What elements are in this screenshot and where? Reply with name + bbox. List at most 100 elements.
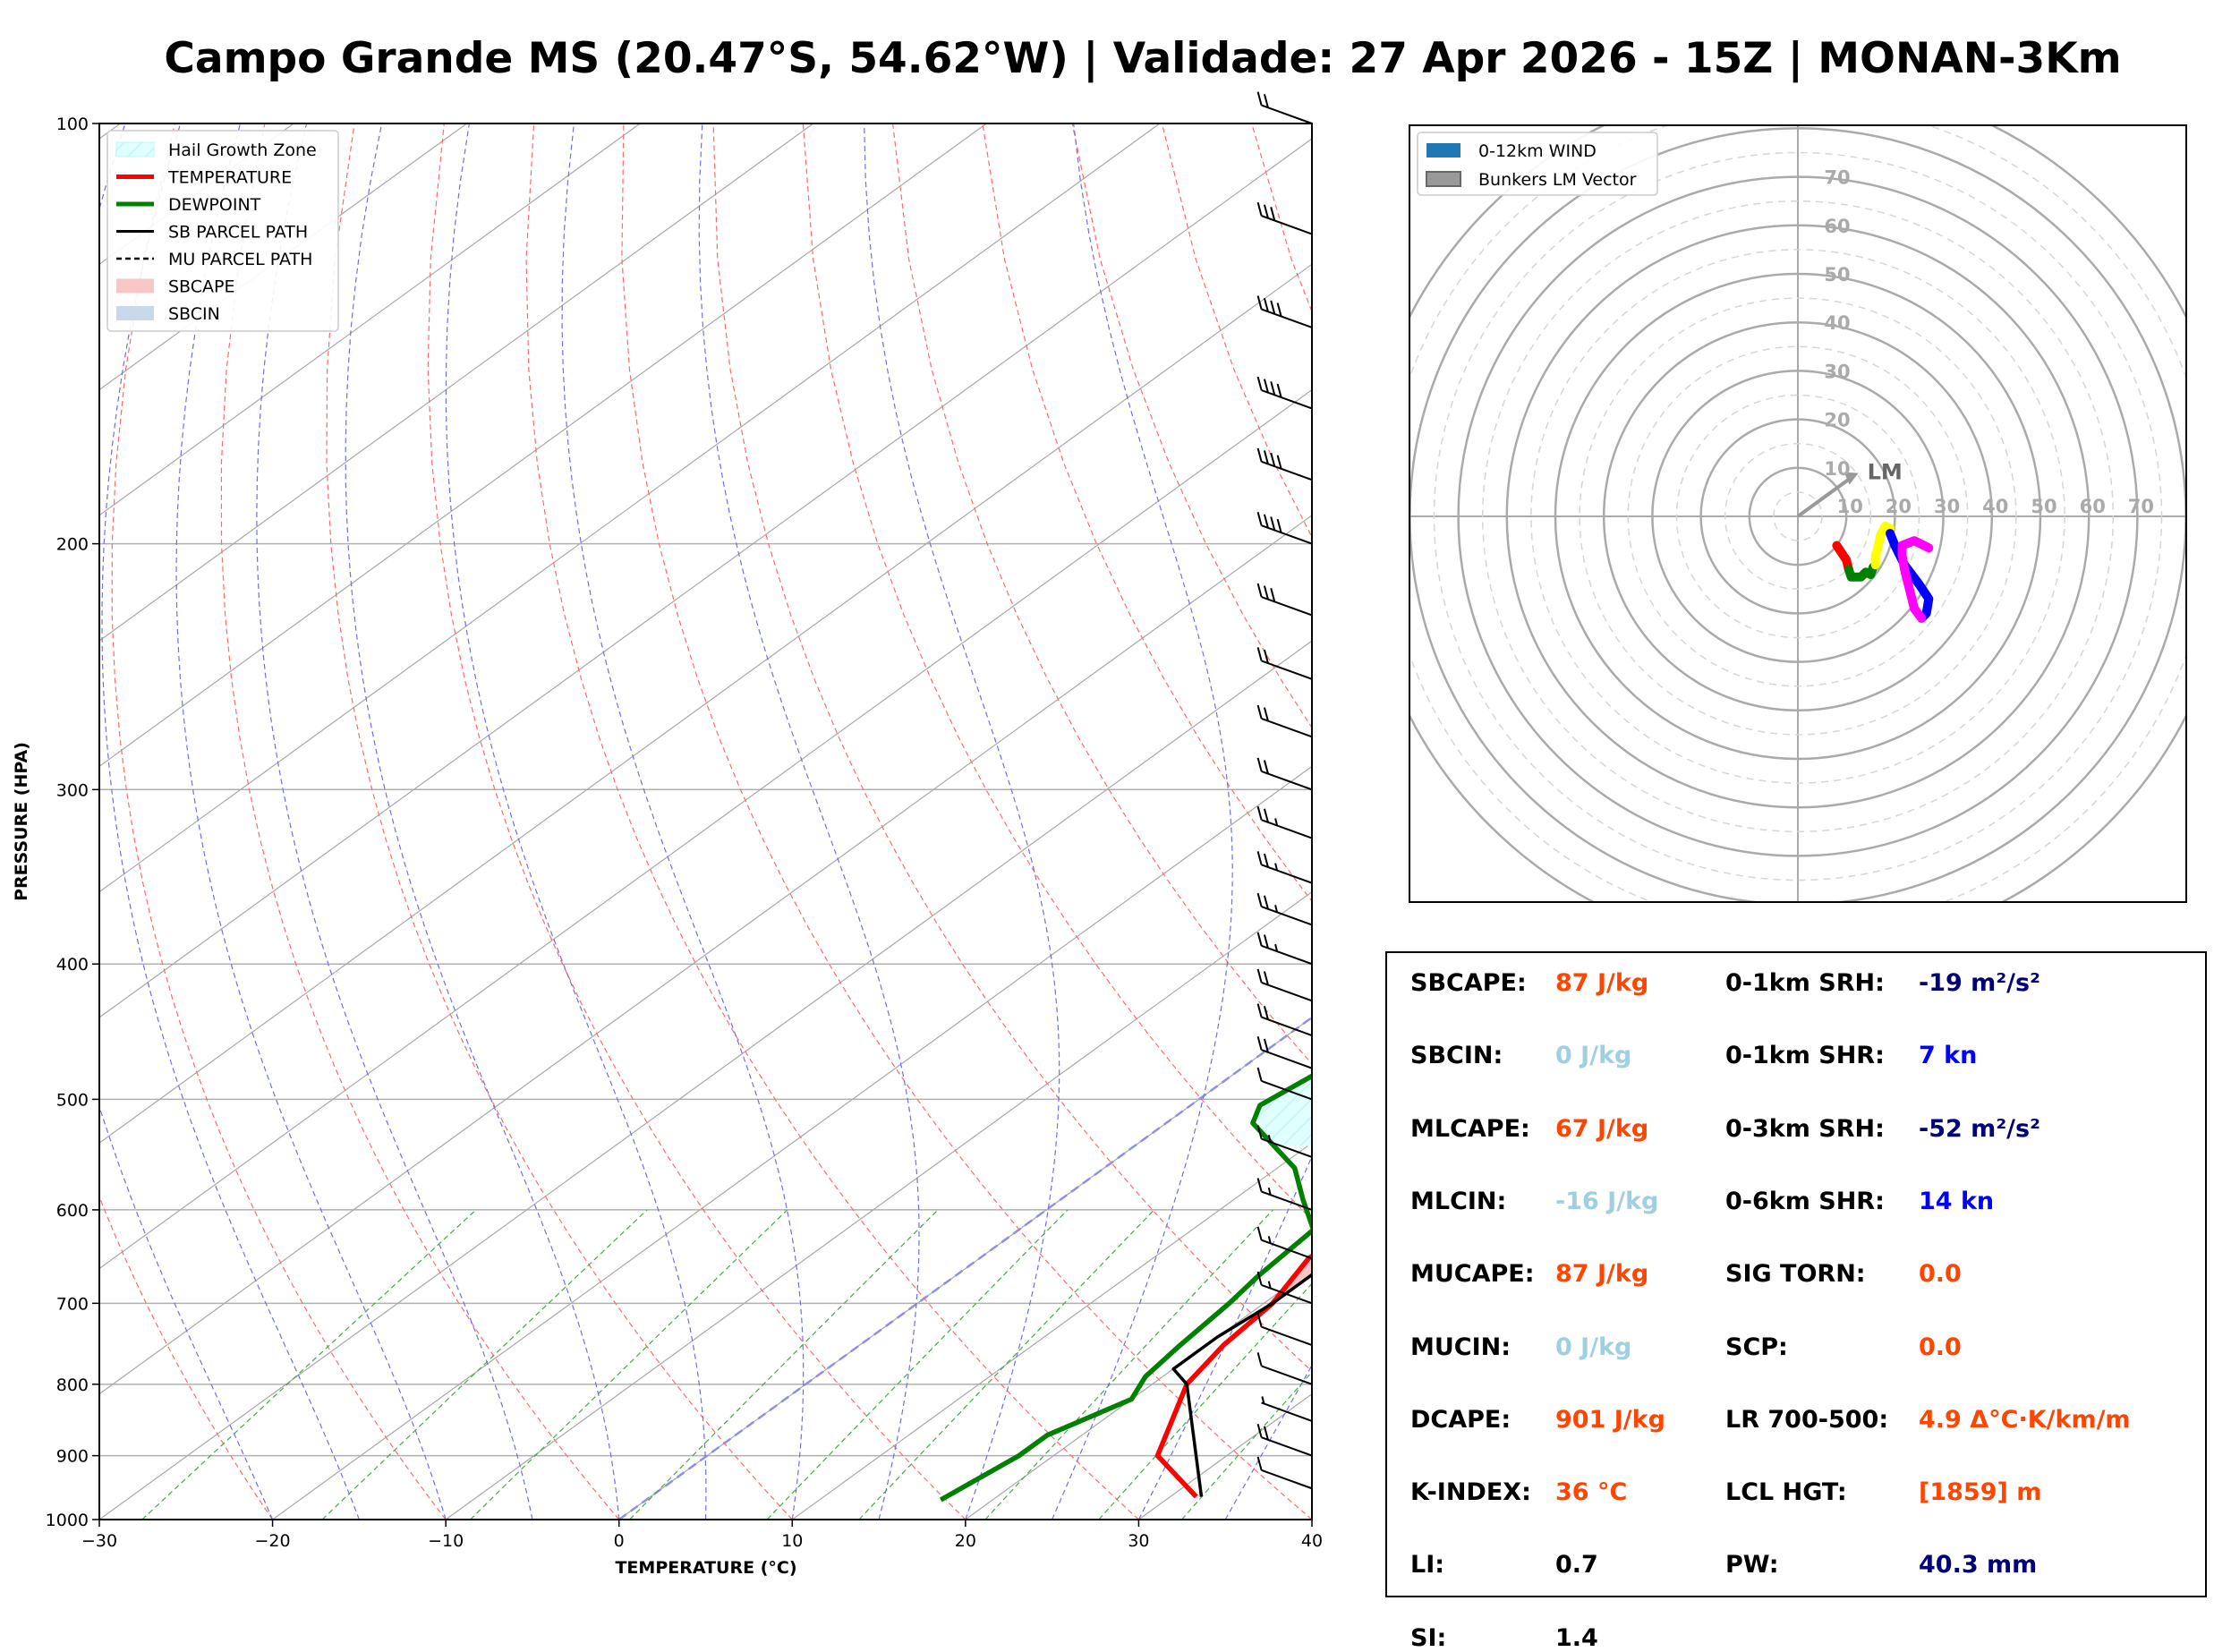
stat-value: 0.7 [1555, 1551, 1598, 1579]
legend-label: SB PARCEL PATH [168, 223, 308, 243]
dry-adiabat [713, 123, 1486, 1520]
wind-barb [1258, 1457, 1312, 1488]
wind-barb-staff [1262, 864, 1312, 882]
stat-value: 87 J/kg [1555, 969, 1648, 997]
stat-row: 0-6km SHR:14 kn [1725, 1188, 1885, 1215]
stat-label: LR 700-500: [1725, 1406, 1888, 1434]
stat-label: SBCAPE: [1410, 969, 1527, 997]
legend-label: MU PARCEL PATH [168, 250, 312, 269]
legend-label: Hail Growth Zone [168, 141, 317, 160]
wind-barb-staff [1262, 719, 1312, 737]
wind-barb-full [1258, 202, 1262, 216]
wind-barb-full [1258, 1004, 1262, 1018]
moist-adiabat [864, 123, 1060, 1520]
stat-value: 0.0 [1919, 1333, 1962, 1361]
wind-barb-staff [1262, 1018, 1312, 1035]
stat-row: SCP:0.0 [1725, 1333, 1788, 1361]
stat-row: K-INDEX:36 °C [1410, 1478, 1531, 1506]
stat-row: SBCAPE:87 J/kg [1410, 969, 1527, 997]
ring-label: 70 [2128, 496, 2154, 517]
wind-barb-full [1258, 893, 1262, 907]
isotherm [0, 123, 1160, 1520]
y-tick-label: 100 [56, 115, 89, 134]
stat-value: 36 °C [1555, 1478, 1627, 1506]
x-axis-label: TEMPERATURE (°C) [615, 1558, 796, 1578]
y-tick-label: 400 [56, 955, 89, 975]
stat-row: MUCIN:0 J/kg [1410, 1333, 1511, 1361]
stat-label: MUCAPE: [1410, 1260, 1535, 1288]
wind-barb-staff [1262, 907, 1312, 924]
moist-adiabat [176, 123, 446, 1520]
isotherm [0, 123, 1333, 1520]
wind-barb-staff [1262, 820, 1312, 838]
wind-barb [1258, 705, 1312, 737]
wind-barb-full [1258, 1036, 1262, 1050]
wind-barb [1258, 202, 1312, 234]
y-tick-label: 900 [56, 1447, 89, 1467]
stat-label: SCP: [1725, 1333, 1788, 1361]
wind-barb-full [1258, 705, 1262, 719]
y-tick-label: 200 [56, 535, 89, 555]
wind-barb-full [1258, 512, 1262, 525]
x-tick-label: 40 [1301, 1531, 1323, 1551]
ring-label: 30 [1824, 361, 1850, 382]
stat-row: 0-3km SRH:-52 m²/s² [1725, 1115, 1885, 1143]
wind-barb-staff [1262, 1050, 1312, 1068]
wind-barb [1258, 1352, 1312, 1384]
moist-adiabat [446, 123, 706, 1520]
stat-label: SBCIN: [1410, 1042, 1503, 1069]
ring-label: 50 [1824, 264, 1850, 285]
wind-barb [1258, 448, 1312, 480]
wind-barb-full [1258, 1227, 1262, 1240]
stat-label: MLCAPE: [1410, 1115, 1530, 1143]
stat-label: PW: [1725, 1551, 1779, 1579]
stat-row: LI:0.7 [1410, 1551, 1444, 1579]
y-axis-label: PRESSURE (HPA) [12, 742, 31, 901]
stat-value: -16 J/kg [1555, 1188, 1658, 1215]
skew-t-frame [99, 123, 1312, 1520]
wind-barb-full [1258, 448, 1262, 462]
stat-value: 14 kn [1919, 1188, 1994, 1215]
wind-barb-staff [1262, 1437, 1312, 1455]
wind-barb [1258, 512, 1312, 543]
stat-value: 67 J/kg [1555, 1115, 1648, 1143]
legend-label: TEMPERATURE [167, 168, 292, 188]
wind-barb-full [1258, 583, 1262, 597]
wind-barb [1258, 1314, 1312, 1345]
ring-label: 60 [1824, 216, 1850, 237]
stat-label: SIG TORN: [1725, 1260, 1866, 1288]
wind-barb-staff [1262, 983, 1312, 1001]
ring-label: 20 [1886, 496, 1912, 517]
stat-row: MLCIN:-16 J/kg [1410, 1188, 1506, 1215]
y-tick-label: 500 [56, 1090, 89, 1110]
ring-label: 40 [1824, 312, 1850, 334]
wind-barb [1258, 969, 1312, 1001]
moist-adiabat [102, 123, 359, 1520]
isotherm [0, 123, 294, 1520]
dry-adiabat [327, 123, 792, 1520]
stat-value: 7 kn [1919, 1042, 1977, 1069]
isotherm [0, 123, 1506, 1520]
wind-barb [1258, 1424, 1312, 1455]
stat-value: 0 J/kg [1555, 1333, 1631, 1361]
legend-label: SBCIN [168, 304, 220, 324]
stat-value: 901 J/kg [1555, 1406, 1665, 1434]
stat-value: 87 J/kg [1555, 1260, 1648, 1288]
stat-row: 0-1km SRH:-19 m²/s² [1725, 969, 1885, 997]
wind-barb [1258, 377, 1312, 408]
mixing-ratio-line [630, 1210, 939, 1520]
stat-label: LI: [1410, 1551, 1444, 1579]
wind-barb [1258, 758, 1312, 789]
ring-label: 40 [1982, 496, 2008, 517]
stat-row: 0-1km SHR:7 kn [1725, 1042, 1885, 1069]
isotherm [0, 123, 640, 1520]
moist-adiabat [1052, 123, 1233, 1520]
mixing-ratio-line [1099, 1210, 1380, 1520]
wind-barb [1258, 1036, 1312, 1068]
wind-barb-full [1258, 1457, 1262, 1470]
wind-barb-staff [1262, 310, 1312, 328]
legend-swatch [116, 142, 154, 157]
